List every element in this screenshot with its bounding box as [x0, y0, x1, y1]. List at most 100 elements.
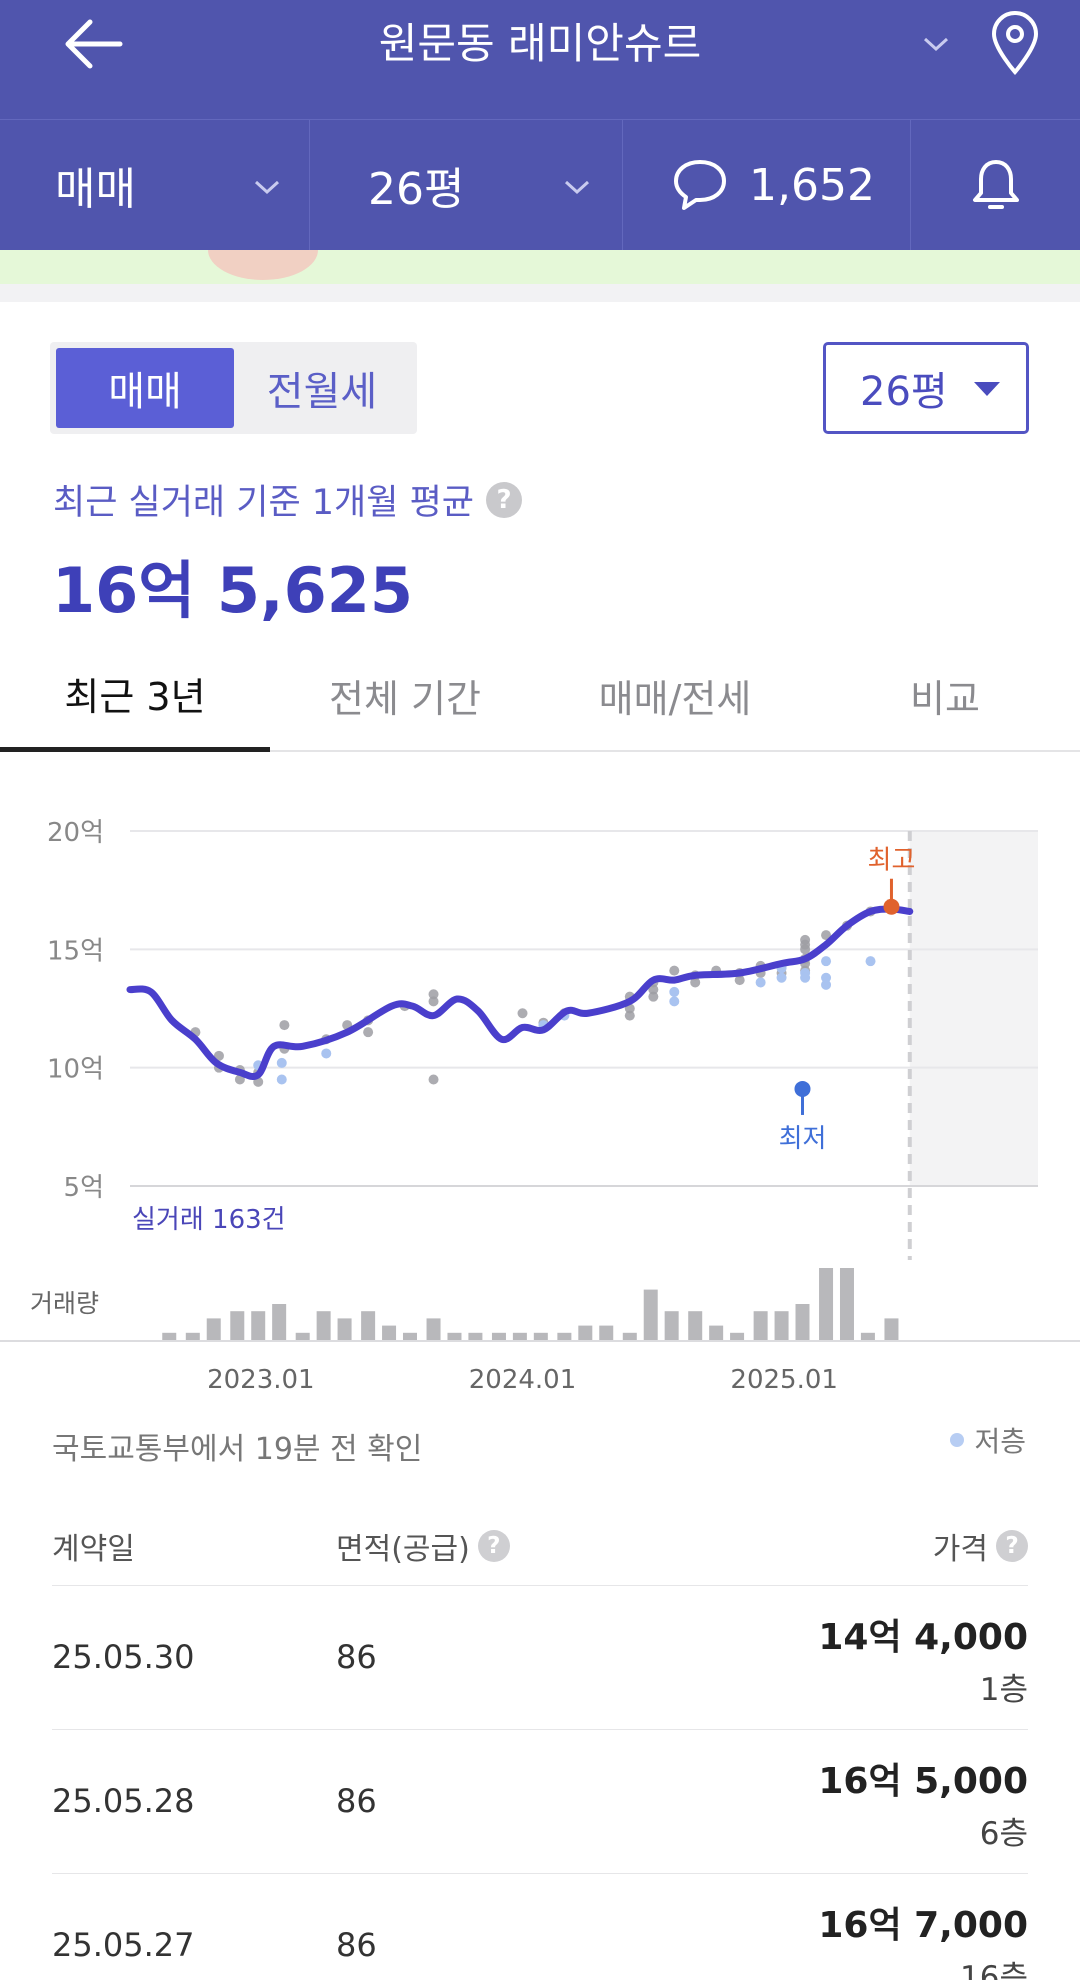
trade-type-select[interactable]: 매매 [0, 120, 310, 250]
high-marker [883, 898, 900, 915]
data-source: 국토교통부에서 19분 전 확인 [52, 1432, 423, 1467]
table-row[interactable]: 25.05.30 86 14억 4,000 1층 [52, 1586, 1028, 1730]
row-date: 25.05.30 [52, 1638, 195, 1676]
trade-dot [428, 1074, 439, 1085]
size-value: 26평 [368, 164, 465, 215]
row-floor: 1층 [979, 1672, 1028, 1708]
volume-bar [361, 1311, 376, 1340]
trade-dot-low-floor [821, 956, 832, 967]
volume-bar [382, 1325, 397, 1340]
average-label-text: 최근 실거래 기준 1개월 평균 [53, 483, 474, 523]
header-price-label: 가격 [932, 1532, 988, 1567]
header-price: 가격 ? [933, 1524, 1028, 1568]
trade-dot [669, 965, 680, 976]
speech-bubble-icon [674, 160, 726, 210]
help-icon[interactable]: ? [996, 1530, 1028, 1562]
trade-dot-low-floor [755, 977, 766, 988]
deal-type-toggle: 매매 전월세 [50, 342, 417, 434]
average-price: 16억 5,625 [52, 554, 414, 627]
trade-dot-low-floor [865, 956, 876, 967]
tab-sale-jeonse[interactable]: 매매/전세 [598, 676, 752, 721]
comments-button[interactable]: 1,652 [623, 120, 911, 250]
volume-bar [664, 1311, 679, 1340]
back-button[interactable] [60, 14, 130, 74]
table-header: 계약일 면적(공급) ? 가격 ? [52, 1510, 1028, 1586]
y-tick-label: 20억 [47, 818, 104, 848]
trade-dot-low-floor [821, 979, 832, 990]
tab-recent-3y[interactable]: 최근 3년 [0, 640, 270, 752]
x-tick-label: 2023.01 [207, 1365, 315, 1395]
row-date: 25.05.28 [52, 1782, 195, 1820]
trade-dot [648, 984, 659, 995]
volume-bar [230, 1311, 245, 1340]
section-divider [0, 284, 1080, 302]
row-date: 25.05.27 [52, 1926, 195, 1964]
volume-bar [774, 1311, 789, 1340]
y-tick-label: 5억 [64, 1173, 104, 1203]
banner-strip [0, 250, 1080, 284]
trade-dot [234, 1074, 245, 1085]
trade-dot-low-floor [669, 986, 680, 997]
back-arrow-icon [65, 19, 123, 69]
row-area: 86 [336, 1926, 377, 1964]
trade-dot-low-floor [276, 1074, 287, 1085]
trade-dot-low-floor [669, 996, 680, 1007]
volume-bar [643, 1289, 658, 1340]
table-row[interactable]: 25.05.28 86 16억 5,000 6층 [52, 1730, 1028, 1874]
trade-dot-low-floor [800, 972, 811, 983]
header-area: 면적(공급) ? [336, 1524, 510, 1568]
trade-dot-low-floor [321, 1048, 332, 1059]
table-row[interactable]: 25.05.27 86 16억 7,000 16층 [52, 1874, 1028, 1980]
legend: 저층 [950, 1420, 1026, 1460]
header-date: 계약일 [52, 1532, 135, 1567]
toggle-rent[interactable]: 전월세 [266, 369, 378, 415]
trade-dot [800, 944, 811, 955]
trade-dot-low-floor [776, 972, 787, 983]
volume-bar [337, 1318, 352, 1340]
volume-bar [578, 1325, 593, 1340]
volume-bar [819, 1268, 834, 1340]
volume-bar [709, 1325, 724, 1340]
tab-compare[interactable]: 비교 [910, 676, 980, 721]
chart-size-select[interactable]: 26평 [823, 342, 1029, 434]
volume-bar [512, 1332, 527, 1340]
trade-dot-low-floor [821, 972, 832, 983]
size-select[interactable]: 26평 [310, 120, 623, 250]
tab-all-period[interactable]: 전체 기간 [329, 676, 481, 721]
row-floor: 6층 [979, 1816, 1028, 1852]
trade-dot [821, 930, 832, 941]
title-row: 원문동 래미안슈르 [0, 0, 1080, 120]
help-icon[interactable]: ? [485, 481, 522, 518]
trade-dot [624, 1010, 635, 1021]
header-area-label: 면적(공급) [336, 1532, 470, 1567]
map-pin-icon [991, 11, 1039, 76]
comment-count: 1,652 [749, 159, 875, 211]
trade-dot [428, 989, 439, 1000]
help-icon[interactable]: ? [477, 1530, 510, 1562]
legend-dot-low-floor [950, 1433, 965, 1447]
low-label: 최저 [779, 1124, 827, 1154]
volume-bar [599, 1325, 614, 1340]
row-price: 16억 5,000 [818, 1761, 1028, 1802]
high-label: 최고 [868, 846, 916, 876]
trade-count-label: 실거래 163건 [132, 1205, 286, 1235]
volume-bar [185, 1332, 200, 1340]
trade-dot-low-floor [276, 1057, 287, 1068]
chevron-down-icon [254, 180, 280, 195]
trade-dot [279, 1020, 290, 1031]
map-pin-button[interactable] [988, 10, 1042, 76]
volume-bar [622, 1332, 637, 1340]
row-price: 16억 7,000 [818, 1905, 1028, 1946]
toggle-sale[interactable]: 매매 [56, 348, 234, 428]
alarm-button[interactable] [911, 120, 1080, 250]
page-title[interactable]: 원문동 래미안슈르 [378, 19, 702, 68]
row-area: 86 [336, 1638, 377, 1676]
average-label: 최근 실거래 기준 1개월 평균 ? [53, 474, 522, 525]
period-tabs: 최근 3년 전체 기간 매매/전세 비교 [0, 640, 1080, 752]
caret-down-icon [974, 382, 1000, 396]
trade-dot [213, 1050, 224, 1061]
volume-bar [557, 1332, 572, 1340]
title-dropdown-icon[interactable] [920, 28, 952, 60]
row-area: 86 [336, 1782, 377, 1820]
